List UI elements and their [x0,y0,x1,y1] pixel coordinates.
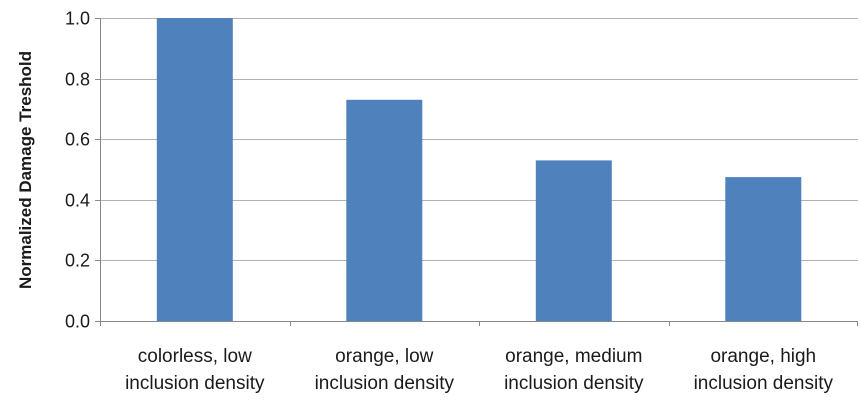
bar [156,18,233,321]
x-category-label-line: colorless, low [138,346,252,367]
y-tick-label: 1.0 [65,9,90,29]
x-category-label-line: orange, high [710,346,816,367]
x-category-label: orange, low inclusion density [315,346,455,394]
y-axis-title: Normalized Damage Treshold [16,51,35,289]
x-category-label: orange, high inclusion density [694,346,834,394]
y-tick-labels: 0.0 0.2 0.4 0.6 0.8 1.0 [65,9,90,332]
x-category-label: colorless, low inclusion density [125,346,265,394]
x-category-label-line: orange, medium [505,346,642,367]
y-tick-label: 0.8 [65,70,90,90]
bar [725,177,802,321]
bars [156,18,802,321]
axes [95,18,858,326]
x-category-label: orange, medium inclusion density [504,346,644,394]
y-tick-label: 0.0 [65,312,90,332]
x-category-label-line: orange, low [335,346,434,367]
y-tick-label: 0.6 [65,130,90,150]
bar [535,160,612,321]
x-category-label-line: inclusion density [315,373,455,394]
x-category-label-line: inclusion density [125,373,265,394]
x-category-label-line: inclusion density [504,373,644,394]
y-tick-label: 0.2 [65,251,90,271]
bar [346,99,423,321]
x-category-label-line: inclusion density [694,373,834,394]
y-tick-label: 0.4 [65,191,90,211]
